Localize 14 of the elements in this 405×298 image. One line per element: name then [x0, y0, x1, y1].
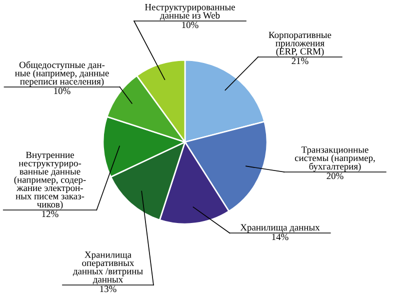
- data-label: 10%: [182, 22, 198, 28]
- data-label: 12%: [42, 210, 58, 218]
- data-label: 21%: [292, 58, 308, 64]
- slice-label: Хранилища оперативных данных /витрины данных: [72, 252, 143, 284]
- slice-label: Внутренние неструктуриро- ванные данные (например, содер- жание электрон- ных писем заказ- чиков): [14, 152, 86, 210]
- data-label: 10%: [54, 88, 70, 94]
- slice-label: Неструктурированные данные из Web: [144, 4, 235, 20]
- slice-label: Хранилища данных: [240, 224, 320, 232]
- slice-label: Транзакционные системы (например, бухгалтерия): [294, 146, 375, 172]
- data-label: 13%: [100, 286, 116, 292]
- data-label: 14%: [272, 234, 288, 240]
- slice-label: Корпоративные приложения (ERP, CRM): [268, 32, 332, 56]
- slice-label: Общедоступные дан- ные (например, данные переписи населения): [15, 61, 109, 86]
- data-label: 20%: [326, 172, 344, 180]
